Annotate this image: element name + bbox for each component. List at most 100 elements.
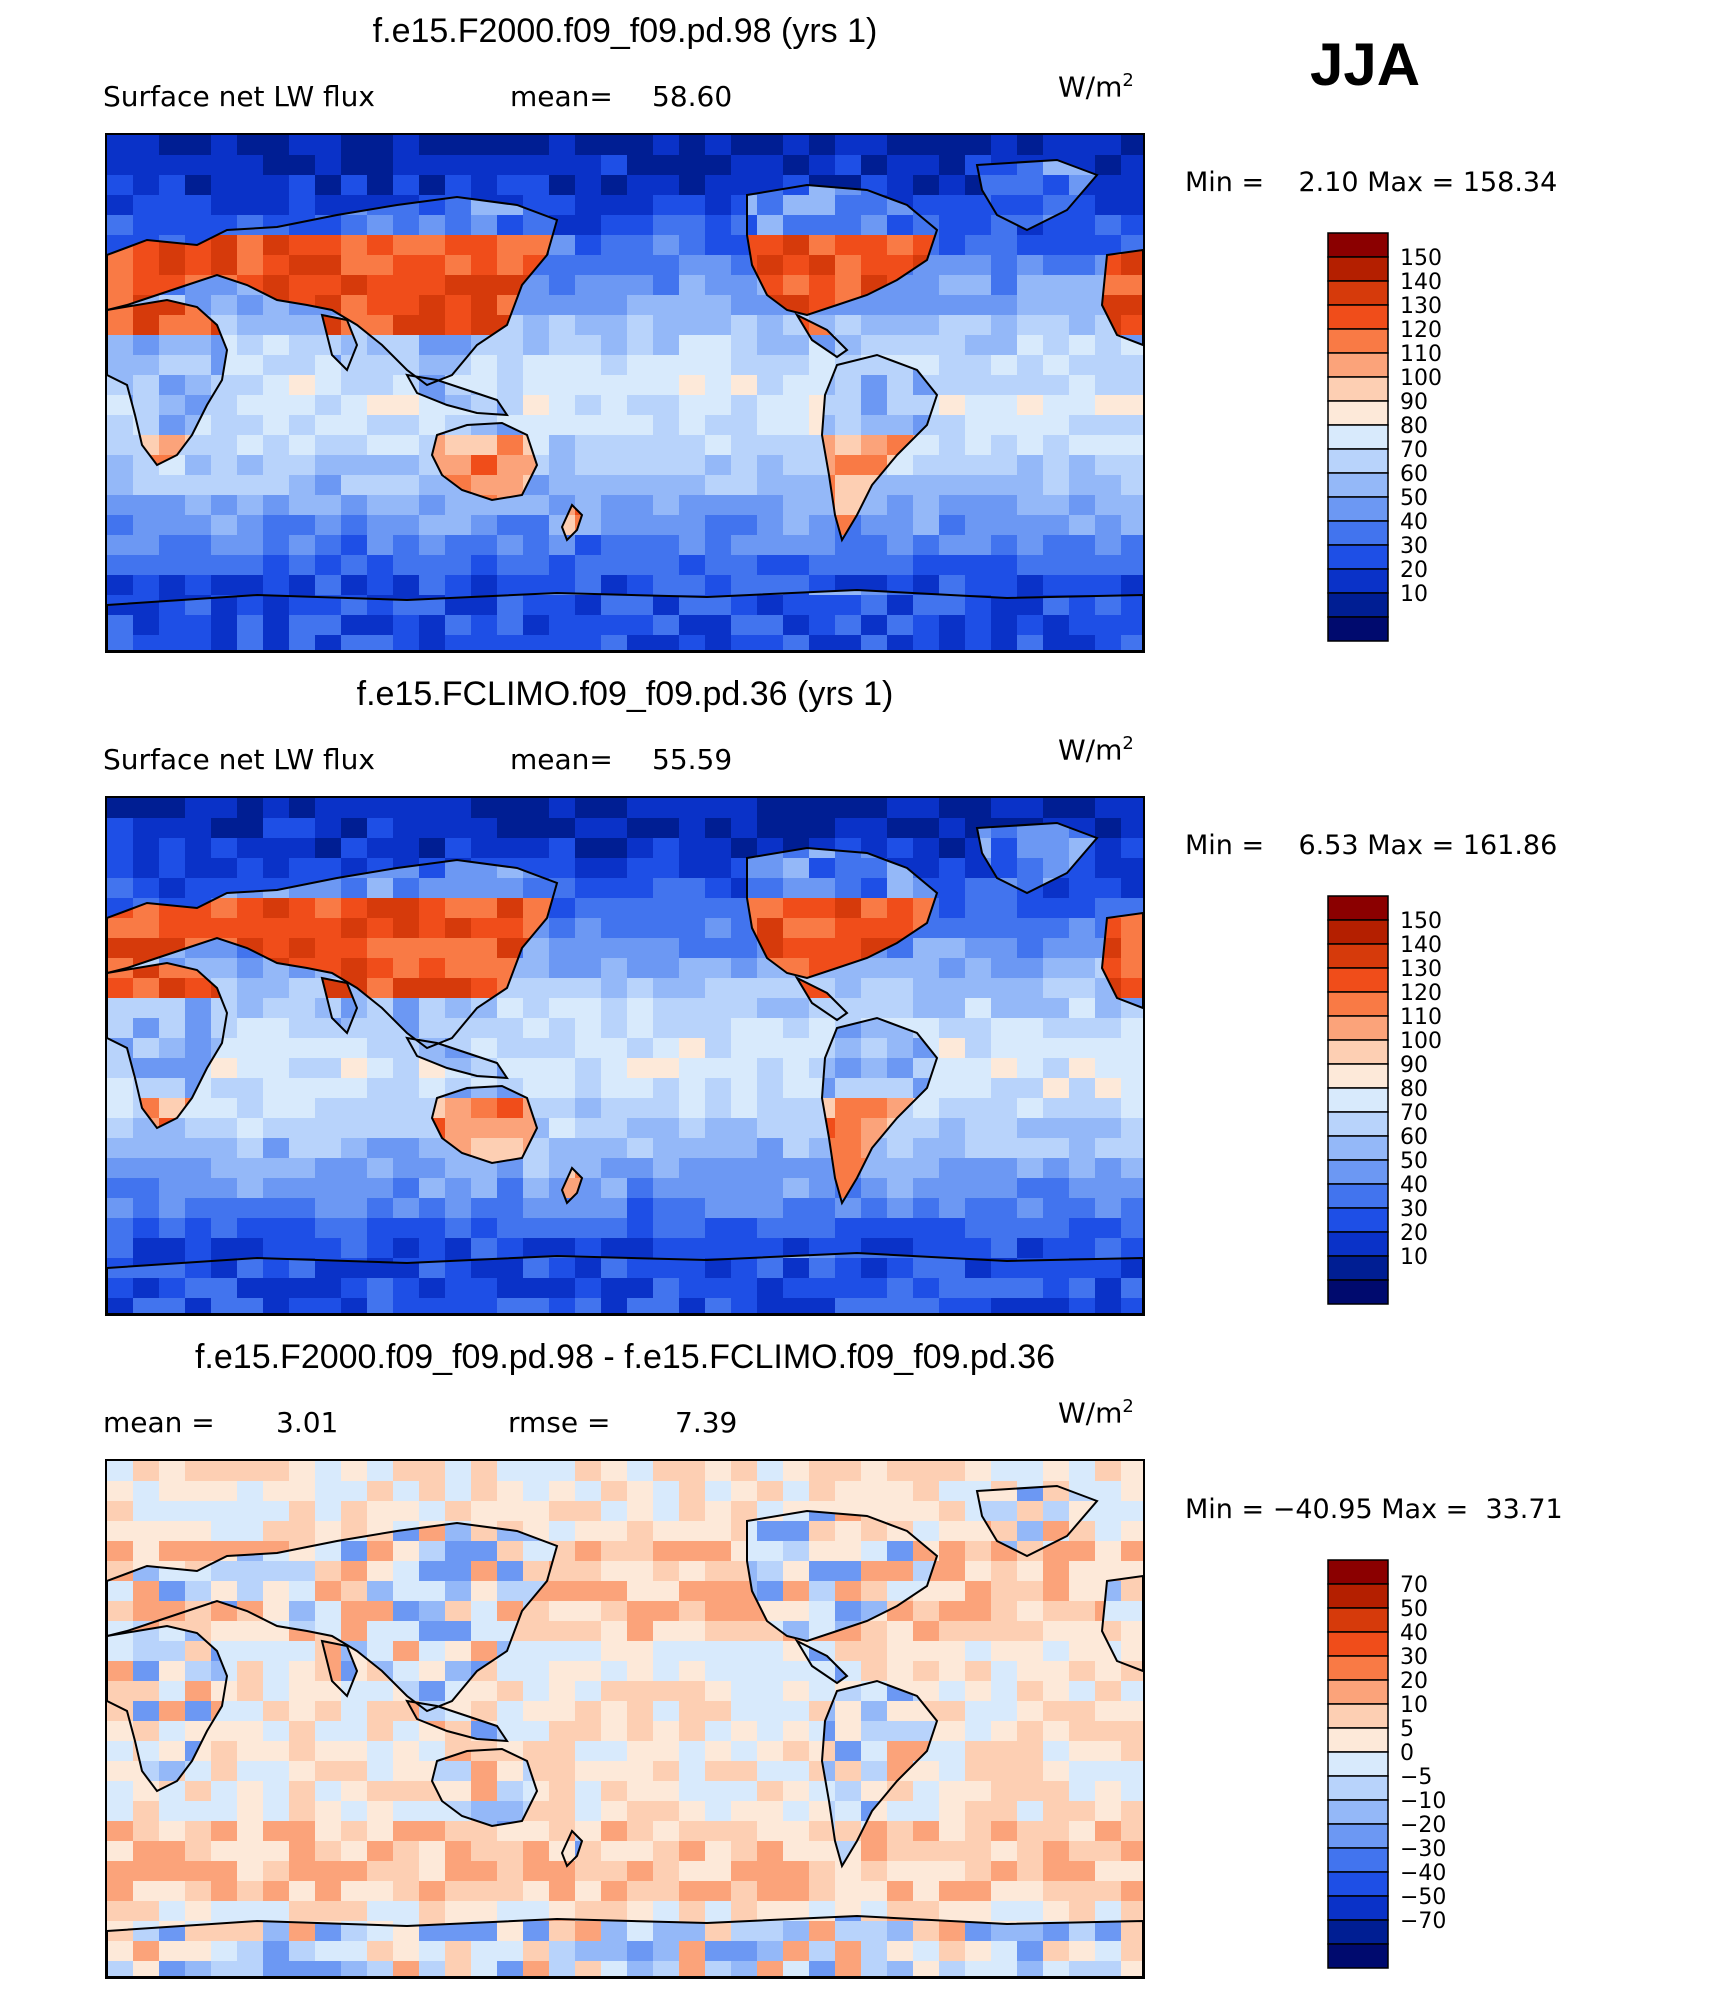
legend-level-label: 40 <box>1400 1621 1428 1646</box>
legend-swatch <box>1327 1183 1389 1209</box>
legend-swatch <box>1327 592 1389 618</box>
legend-swatch <box>1327 1207 1389 1233</box>
legend-swatch <box>1327 568 1389 594</box>
field-cells <box>107 1461 1143 1977</box>
legend-level-label: 100 <box>1400 1029 1442 1054</box>
legend-swatch <box>1327 1111 1389 1137</box>
legend-level-label: 110 <box>1400 342 1442 367</box>
legend-swatch <box>1327 280 1389 306</box>
rmse-value: 7.39 <box>675 1406 738 1439</box>
legend-level-label: 30 <box>1400 1645 1428 1670</box>
field-cells <box>107 798 1143 1314</box>
legend-level-label: 20 <box>1400 1669 1428 1694</box>
mean-value: 58.60 <box>652 80 733 113</box>
units-label: W/m2 <box>1058 1396 1134 1430</box>
variable-label: Surface net LW flux <box>103 80 375 113</box>
legend-level-label: −30 <box>1400 1837 1446 1862</box>
min-label: Min = <box>1185 830 1265 861</box>
legend-swatch <box>1327 1655 1389 1681</box>
legend-level-label: 0 <box>1400 1741 1414 1766</box>
legend-swatch <box>1327 256 1389 282</box>
min-max-readout: Min = 6.53 Max = 161.86 <box>1185 830 1557 861</box>
min-value: 2.10 <box>1298 167 1359 198</box>
legend-swatch <box>1327 232 1389 258</box>
max-value: 158.34 <box>1462 167 1558 198</box>
max-value: 161.86 <box>1462 830 1558 861</box>
legend-level-label: 130 <box>1400 957 1442 982</box>
legend-swatch <box>1327 1087 1389 1113</box>
legend-swatch <box>1327 1871 1389 1897</box>
legend-level-label: −70 <box>1400 1909 1446 1934</box>
legend-swatch <box>1327 1607 1389 1633</box>
min-label: Min = <box>1185 167 1265 198</box>
legend-level-label: 30 <box>1400 534 1428 559</box>
legend-level-label: 60 <box>1400 1125 1428 1150</box>
legend-level-label: 80 <box>1400 1077 1428 1102</box>
legend-level-label: 120 <box>1400 981 1442 1006</box>
legend-level-label: 110 <box>1400 1005 1442 1030</box>
legend-level-label: 100 <box>1400 366 1442 391</box>
season-label: JJA <box>1310 31 1421 98</box>
legend-swatch <box>1327 376 1389 402</box>
coastlines <box>107 158 1143 651</box>
min-label: Min = <box>1185 1494 1265 1525</box>
legend-swatch <box>1327 1727 1389 1753</box>
legend-level-label: 5 <box>1400 1717 1414 1742</box>
mean-label: mean= <box>510 743 613 776</box>
legend-level-label: 50 <box>1400 1149 1428 1174</box>
legend-swatch <box>1327 520 1389 546</box>
max-label: Max = <box>1367 830 1455 861</box>
variable-label: Surface net LW flux <box>103 743 375 776</box>
legend-swatch <box>1327 1919 1389 1945</box>
legend-level-label: 20 <box>1400 558 1428 583</box>
legend-swatch <box>1327 1255 1389 1281</box>
map-plot <box>105 796 1145 1316</box>
legend-swatch <box>1327 1015 1389 1041</box>
min-max-readout: Min = −40.95 Max = 33.71 <box>1185 1494 1563 1525</box>
max-label: Max = <box>1381 1494 1469 1525</box>
legend-swatch <box>1327 1231 1389 1257</box>
field-cells <box>107 135 1143 651</box>
legend-swatch <box>1327 1847 1389 1873</box>
units-label: W/m2 <box>1058 70 1134 104</box>
legend-level-label: 40 <box>1400 1173 1428 1198</box>
legend-level-label: −20 <box>1400 1813 1446 1838</box>
panel-title: f.e15.FCLIMO.f09_f09.pd.36 (yrs 1) <box>356 675 894 713</box>
legend-swatch <box>1327 1679 1389 1705</box>
legend-swatch <box>1327 1895 1389 1921</box>
rmse-label: rmse = <box>508 1406 611 1439</box>
mean-value: 55.59 <box>652 743 733 776</box>
legend-level-label: −10 <box>1400 1789 1446 1814</box>
max-value: 33.71 <box>1485 1494 1563 1525</box>
legend-level-label: 130 <box>1400 294 1442 319</box>
legend-level-label: 150 <box>1400 909 1442 934</box>
legend-swatch <box>1327 472 1389 498</box>
legend-swatch <box>1327 1039 1389 1065</box>
max-label: Max = <box>1367 167 1455 198</box>
legend-level-label: 80 <box>1400 414 1428 439</box>
mean-label: mean= <box>510 80 613 113</box>
legend-level-label: 10 <box>1400 1245 1428 1270</box>
mean-label: mean = <box>103 1406 215 1439</box>
legend-level-label: 70 <box>1400 1101 1428 1126</box>
legend-swatch <box>1327 304 1389 330</box>
units-label: W/m2 <box>1058 733 1134 767</box>
min-max-readout: Min = 2.10 Max = 158.34 <box>1185 167 1557 198</box>
legend-swatch <box>1327 544 1389 570</box>
legend-level-label: 70 <box>1400 1573 1428 1598</box>
legend-level-label: 150 <box>1400 246 1442 271</box>
legend-level-label: 50 <box>1400 486 1428 511</box>
legend-level-label: −40 <box>1400 1861 1446 1886</box>
legend-swatch <box>1327 424 1389 450</box>
legend-swatch <box>1327 616 1389 642</box>
legend-swatch <box>1327 943 1389 969</box>
legend-level-label: 120 <box>1400 318 1442 343</box>
color-legend: 150 140 130 120 110 100 90 80 70 60 50 40 30 20 10 <box>1327 232 1442 645</box>
min-value: −40.95 <box>1272 1494 1373 1525</box>
color-legend: 70 50 40 30 20 10 5 0 −5 −10 −20 −30 −40 −50 −70 <box>1327 1559 1446 1972</box>
legend-swatch <box>1327 400 1389 426</box>
legend-level-label: −5 <box>1400 1765 1432 1790</box>
panel-title: f.e15.F2000.f09_f09.pd.98 - f.e15.FCLIMO… <box>194 1338 1056 1376</box>
legend-swatch <box>1327 1063 1389 1089</box>
legend-swatch <box>1327 1751 1389 1777</box>
